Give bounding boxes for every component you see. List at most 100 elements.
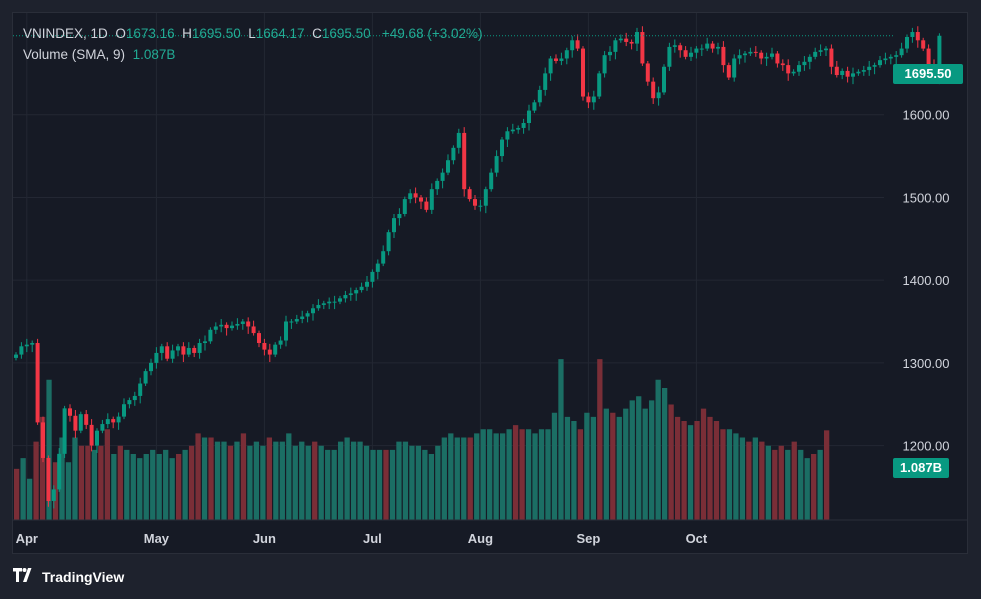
volume-bar [299, 441, 305, 520]
candle-body [899, 48, 904, 56]
tradingview-logo-icon [13, 568, 37, 586]
candle-body [446, 160, 450, 173]
candle-body [753, 51, 758, 53]
candle-body [111, 419, 116, 423]
candle-body [802, 61, 807, 66]
candle-body [840, 70, 845, 76]
candle-body [246, 321, 251, 327]
chart-legend: VNINDEX, 1D O1673.16 H1695.50 L1664.17 C… [23, 23, 482, 65]
volume-bar [85, 445, 91, 520]
candle-body [640, 32, 645, 64]
candle-body [597, 73, 602, 97]
candle-body [359, 286, 364, 291]
volume-bar [409, 445, 415, 520]
candle-body [537, 89, 542, 103]
volume-bar [111, 454, 117, 520]
candle-body [73, 415, 78, 431]
candle-body [419, 197, 423, 202]
candle-body [905, 36, 909, 49]
volume-bar [778, 445, 784, 520]
candle-body [548, 58, 553, 74]
volume-bar [694, 421, 700, 520]
candle-body [586, 96, 591, 103]
candle-body [181, 346, 186, 355]
candle-body [467, 189, 472, 200]
volume-bar [363, 445, 370, 520]
volume-bar [150, 449, 156, 520]
candle-body [743, 53, 747, 56]
volume-bar [188, 445, 195, 520]
candle-body [159, 346, 164, 353]
candle-body [41, 422, 45, 458]
candle-body [737, 55, 742, 59]
candle-body [683, 50, 688, 57]
legend-close: 1695.50 [321, 26, 371, 41]
candle-body [694, 48, 699, 53]
volume-bar [169, 458, 175, 520]
candle-body [392, 218, 396, 233]
legend-h-label: H [182, 26, 192, 41]
candle-body [30, 343, 35, 345]
candle-body [24, 344, 29, 347]
candle-body [872, 65, 877, 67]
volume-bar [525, 429, 532, 520]
candle-body [554, 58, 558, 61]
x-tick-label: Sep [576, 531, 600, 546]
candle-body [257, 333, 261, 344]
candle-body [273, 344, 278, 355]
volume-bar [558, 359, 564, 520]
candle-body [791, 71, 796, 74]
volume-bar [273, 441, 279, 520]
candle-body [543, 73, 548, 90]
candle-body [705, 43, 710, 49]
volume-bar [98, 445, 104, 520]
volume-bar [396, 441, 402, 520]
volume-bar [195, 433, 201, 520]
candle-body [348, 293, 353, 296]
candle-body [62, 408, 67, 454]
volume-bar [279, 441, 285, 520]
candle-body [397, 213, 402, 219]
x-tick-label: Aug [468, 531, 493, 546]
volume-bar [785, 449, 791, 520]
candle-body [321, 303, 326, 305]
x-tick-label: Jul [363, 531, 382, 546]
volume-bar [474, 433, 480, 520]
candle-body [732, 58, 737, 78]
candle-body [408, 193, 413, 200]
candle-body [667, 46, 672, 67]
candle-body [267, 349, 272, 355]
candle-body [386, 232, 391, 252]
candle-body [527, 110, 531, 124]
candle-body [127, 400, 132, 405]
candle-body [575, 40, 580, 49]
volume-bar [370, 449, 376, 520]
candle-body [813, 51, 818, 57]
candle-body [203, 341, 207, 344]
volume-bar [681, 421, 687, 520]
volume-bar [137, 458, 143, 520]
candle-body [878, 60, 882, 66]
volume-bar [467, 437, 473, 520]
volume-bar [143, 454, 149, 520]
volume-bar [649, 400, 655, 520]
volume-bar [759, 441, 765, 520]
volume-bar [59, 437, 65, 520]
candle-body [689, 52, 693, 57]
y-tick-label: 1200.00 [903, 439, 950, 454]
candle-body [867, 66, 872, 71]
volume-bar [610, 412, 616, 520]
candle-body [429, 189, 434, 210]
candle-body [510, 129, 515, 132]
tradingview-logo[interactable]: TradingView [13, 568, 124, 586]
candle-body [478, 205, 483, 207]
candle-body [635, 32, 639, 44]
candle-body [834, 66, 839, 76]
candle-body [284, 321, 288, 341]
volume-bar [448, 433, 454, 520]
volume-bar [78, 445, 85, 520]
candle-body [786, 65, 791, 74]
volume-bar [104, 429, 110, 520]
candle-body [921, 40, 926, 49]
